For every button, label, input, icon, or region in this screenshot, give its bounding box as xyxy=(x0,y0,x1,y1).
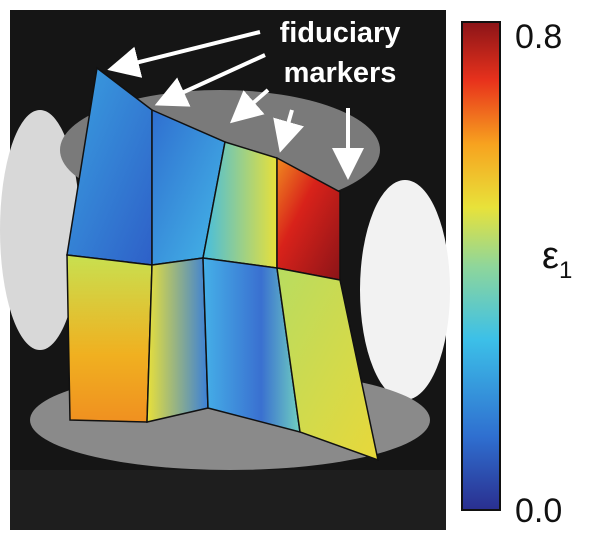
annotation: fiduciary xyxy=(280,17,401,49)
annotation: markers xyxy=(284,57,397,89)
colorbar-label-symbol: ε xyxy=(542,235,559,277)
figure: fiduciary markers ε1 0.8 0.0 xyxy=(0,0,603,539)
colorbar-label-subscript: 1 xyxy=(559,257,572,284)
colorbar xyxy=(462,22,500,510)
tick-label: 0.0 xyxy=(515,492,562,530)
tick-label: 0.8 xyxy=(515,18,562,56)
colorbar-label: ε1 xyxy=(542,235,572,284)
